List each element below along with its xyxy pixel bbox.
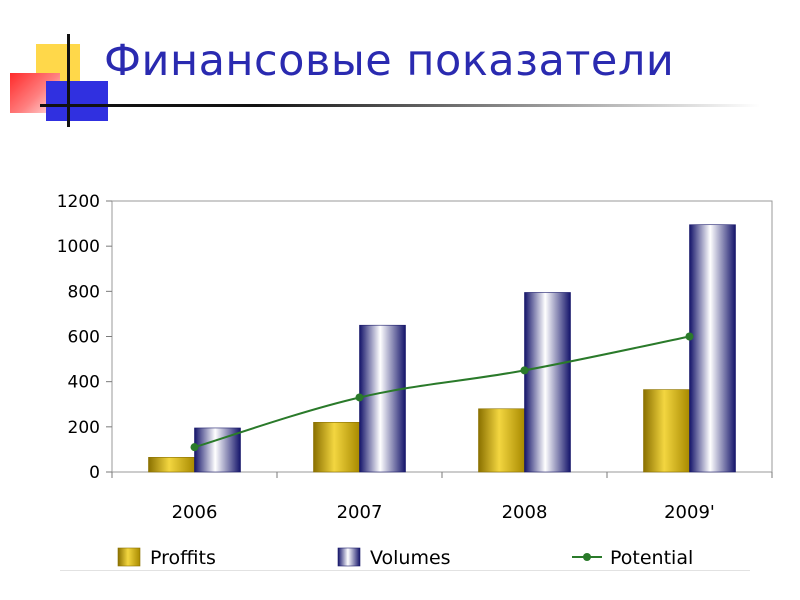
x-tick-label: 2009' [664, 502, 715, 523]
slide-title: Финансовые показатели [104, 36, 675, 86]
proffits-bar [478, 408, 525, 473]
volumes-bar [359, 324, 406, 473]
legend-label-potential: Potential [610, 547, 693, 569]
potential-line-group [190, 332, 694, 452]
proffits-bar [148, 457, 195, 473]
proffits-bar [313, 422, 360, 473]
legend-label-proffits: Proffits [150, 547, 216, 569]
potential-point [190, 443, 199, 452]
legend-label-volumes: Volumes [370, 547, 451, 569]
volumes-bar [524, 292, 571, 473]
y-tick-label: 800 [68, 282, 100, 302]
y-axis: 0 200 400 600 800 1000 1200 [57, 192, 112, 483]
y-tick-label: 400 [68, 373, 100, 393]
proffits-bar [643, 389, 690, 473]
legend-swatch-volumes [337, 547, 361, 567]
legend-marker-potential [583, 553, 591, 561]
legend: Proffits Volumes Potential [117, 547, 693, 569]
decor-vertical-line [67, 34, 70, 127]
y-tick-label: 600 [68, 328, 100, 348]
x-tick-label: 2008 [502, 502, 548, 523]
x-tick-label: 2007 [337, 502, 383, 523]
potential-point [685, 332, 694, 341]
bars-group [148, 224, 736, 473]
y-tick-label: 1200 [57, 192, 100, 212]
decor-blue-square [46, 81, 108, 121]
volumes-bar [689, 224, 736, 473]
decor-horizontal-line [40, 104, 760, 107]
potential-point [355, 393, 364, 402]
legend-swatch-proffits [117, 547, 141, 567]
x-tick-label: 2006 [172, 502, 218, 523]
potential-point [520, 366, 529, 375]
potential-line [194, 335, 690, 449]
decor-bottom-rule [60, 570, 750, 571]
y-tick-label: 200 [68, 418, 100, 438]
x-axis: 2006 2007 2008 2009' [111, 472, 773, 523]
y-tick-label: 1000 [57, 237, 100, 257]
y-tick-label: 0 [89, 463, 100, 483]
